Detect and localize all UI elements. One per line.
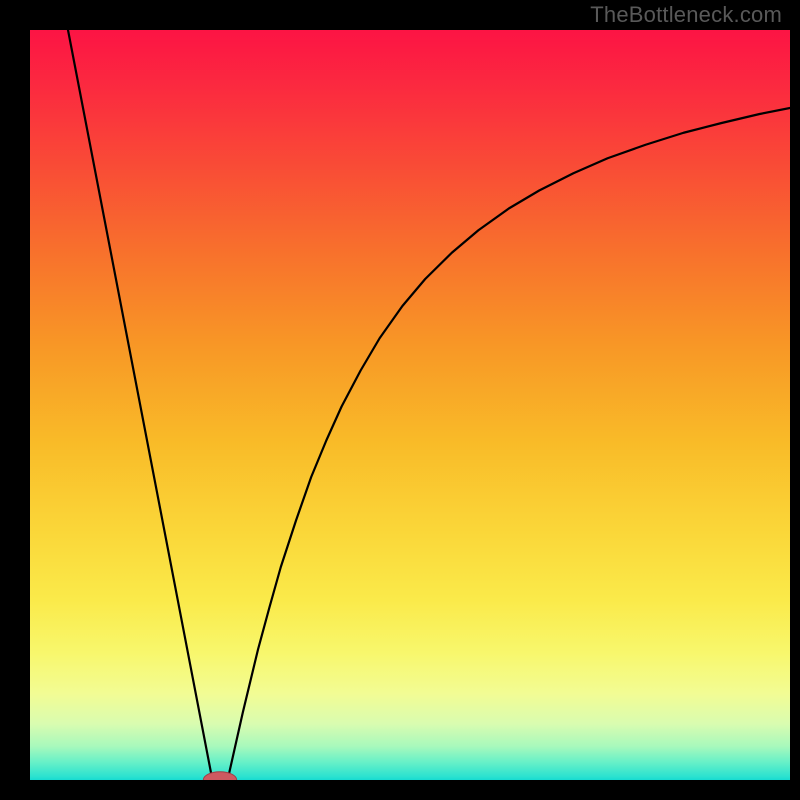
figure-container: TheBottleneck.com: [0, 0, 800, 800]
watermark-text: TheBottleneck.com: [590, 2, 782, 28]
chart-svg: [30, 30, 790, 780]
plot-area: [30, 30, 790, 780]
gradient-background: [30, 30, 790, 780]
